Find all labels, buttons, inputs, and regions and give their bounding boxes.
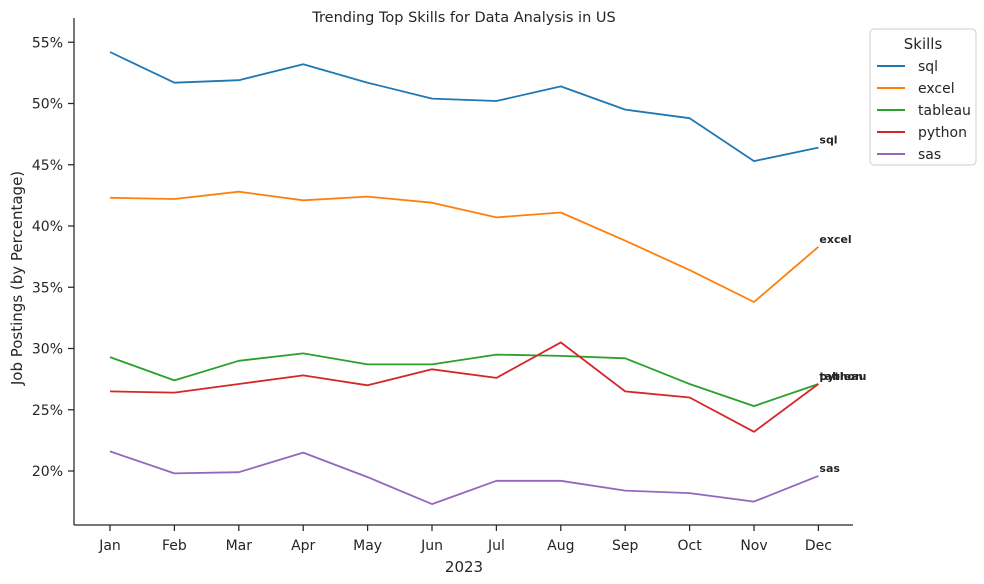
x-tick-label: Aug (547, 538, 574, 554)
y-tick-label: 45% (32, 158, 63, 174)
y-axis-title: Job Postings (by Percentage) (8, 171, 26, 386)
end-label-python: python (819, 370, 863, 383)
y-tick-label: 25% (32, 403, 63, 419)
x-axis: Jan Feb Mar Apr May Jun Jul Aug Sep Oct Nov Dec (98, 525, 832, 554)
x-tick-label: Jan (98, 538, 121, 554)
y-tick-label: 35% (32, 280, 63, 296)
series-line-sas (109, 450, 819, 506)
legend-label-sas: sas (918, 147, 941, 163)
end-label-sas: sas (819, 462, 840, 475)
y-tick-label: 50% (32, 97, 63, 113)
y-tick-label: 20% (32, 464, 63, 480)
x-tick-label: Dec (805, 538, 832, 554)
series-line-tableau (109, 352, 819, 408)
y-tick-label: 40% (32, 219, 63, 235)
x-tick-label: Apr (291, 538, 315, 554)
y-tick-label: 30% (32, 342, 63, 358)
series-line-python (109, 341, 819, 433)
x-tick-label: Sep (612, 538, 639, 554)
x-tick-label: Feb (162, 538, 187, 554)
end-label-sql: sql (819, 134, 837, 147)
y-tick-label: 55% (32, 35, 63, 51)
legend: Skills sql excel tableau python sas (869, 28, 977, 166)
x-tick-label: May (353, 538, 382, 554)
chart-title: Trending Top Skills for Data Analysis in… (311, 10, 615, 26)
x-tick-label: Nov (740, 538, 767, 554)
legend-label-sql: sql (918, 59, 938, 75)
x-tick-label: Jun (420, 538, 443, 554)
legend-title: Skills (904, 35, 943, 53)
y-axis: 20% 25% 30% 35% 40% 45% 50% 55% (32, 35, 74, 480)
x-axis-title: 2023 (445, 558, 483, 576)
x-tick-label: Jul (487, 538, 505, 554)
series-line-sql (109, 51, 819, 163)
legend-label-tableau: tableau (918, 103, 971, 119)
series-line-excel (109, 190, 819, 303)
end-label-tableau: tableau (819, 370, 866, 383)
x-tick-label: Mar (226, 538, 253, 554)
x-tick-label: Oct (677, 538, 702, 554)
end-label-excel: excel (819, 233, 851, 246)
legend-label-python: python (918, 125, 967, 141)
legend-label-excel: excel (918, 81, 955, 97)
